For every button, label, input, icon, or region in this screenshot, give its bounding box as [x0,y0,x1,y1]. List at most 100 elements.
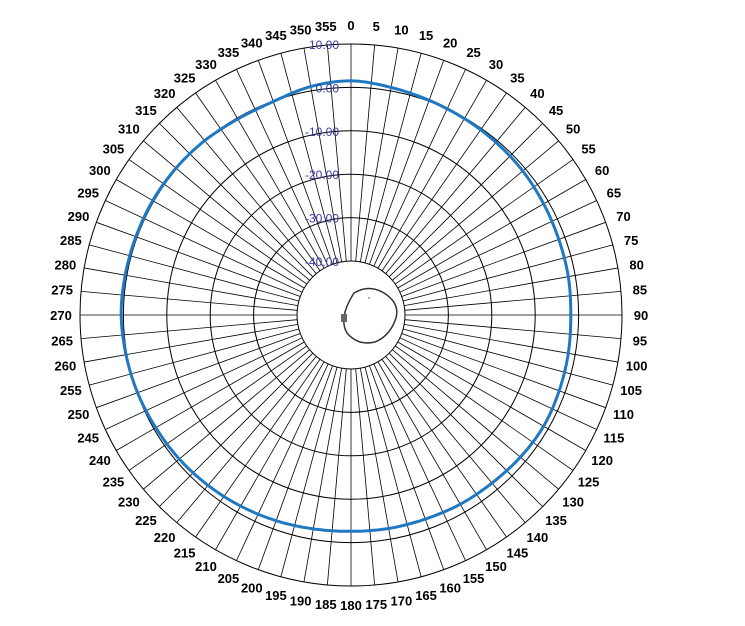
grid-spoke [128,159,307,285]
grid-spoke [364,367,422,577]
angle-tick-label: 345 [265,28,287,43]
angle-tick-label: 175 [365,597,387,612]
angle-tick-label: 45 [549,103,563,118]
angle-tick-label: 20 [443,35,457,50]
angle-tick-label: 165 [415,588,437,603]
angle-tick-label: 285 [60,233,82,248]
angle-tick-label: 230 [118,494,140,509]
grid-spoke [395,345,574,471]
angle-tick-label: 195 [265,588,287,603]
angle-tick-label: 235 [103,474,125,489]
grid-spoke [143,140,310,281]
grid-spoke [215,80,325,269]
grid-spoke [377,361,487,550]
angle-tick-label: 120 [591,453,613,468]
angle-tick-label: 255 [60,383,82,398]
grid-spoke [215,361,325,550]
angle-tick-label: 150 [485,559,507,574]
grid-spoke [381,359,507,538]
grid-spoke [80,319,298,340]
radial-tick-label: -30.00 [305,212,339,226]
grid-spoke [359,368,399,582]
grid-spoke [355,44,376,262]
angular-grid [80,44,622,586]
radial-tick-labels: 10.00 0.00 -10.00 -20.00 -30.00 -40.00 [305,38,339,269]
angle-tick-label: 110 [613,407,634,422]
angle-tick-label: 300 [89,163,111,178]
angle-tick-label: 335 [218,45,240,60]
grid-spoke [89,244,299,302]
grid-spoke [84,267,298,307]
grid-spoke [303,48,343,262]
angle-tick-label: 145 [506,546,528,561]
angle-tick-label: 65 [607,185,621,200]
grid-spoke [326,368,347,586]
grid-spoke [403,244,613,302]
grid-spoke [385,107,526,274]
grid-spoke [385,356,526,523]
grid-spoke [89,328,299,386]
angle-tick-label: 275 [51,283,73,298]
grid-spoke [404,290,622,311]
grid-spoke [303,368,343,582]
grid-spoke [236,69,329,267]
grid-spoke [257,365,333,570]
angle-tick-label: 220 [154,530,176,545]
grid-spoke [399,337,597,430]
grid-spoke [105,200,303,293]
grid-spoke [397,179,586,289]
angle-tick-label: 205 [218,571,240,586]
grid-spoke [401,221,606,297]
angle-tick-label: 10 [394,22,408,37]
angle-tick-label: 85 [633,283,647,298]
grid-spoke [404,319,622,340]
angle-tick-label: 305 [103,142,125,157]
angle-tick-label: 325 [174,70,196,85]
angle-tick-label: 80 [629,258,643,273]
angle-tick-label: 190 [290,594,312,609]
angle-tick-label: 90 [634,308,648,323]
angle-tick-label: 210 [195,559,217,574]
angle-tick-label: 155 [463,571,485,586]
grid-spoke [105,337,303,430]
grid-spoke [236,363,329,561]
angle-tick-label: 125 [578,474,600,489]
grid-spoke [364,53,422,263]
grid-spoke [397,341,586,451]
grid-spoke [195,92,321,271]
grid-spoke [388,352,543,507]
grid-spoke [143,349,310,490]
grid-spoke [377,80,487,269]
grid-spoke [128,345,307,471]
grid-spoke [392,349,559,490]
angle-tick-label: 265 [51,333,73,348]
grid-spoke [373,363,466,561]
series-layer [119,79,573,533]
angle-tick-label: 105 [620,383,642,398]
angle-tick-label: 240 [89,453,111,468]
angle-tick-label: 15 [419,28,433,43]
grid-spoke [401,333,606,409]
angle-tick-label: 200 [241,581,263,596]
grid-spoke [404,323,618,363]
grid-spoke [176,107,317,274]
angle-tick-label: 330 [195,57,217,72]
grid-spoke [80,290,298,311]
angle-tick-label: 290 [68,209,90,224]
angle-tick-label: 280 [55,258,77,273]
angle-tick-label: 350 [290,22,312,37]
grid-spoke [388,123,543,278]
angle-tick-label: 215 [174,546,196,561]
angle-tick-label: 270 [50,308,72,323]
angle-tick-label: 180 [340,598,362,613]
angle-tick-label: 130 [562,494,584,509]
angle-tick-label: 70 [616,209,630,224]
angle-tick-label: 5 [373,19,380,34]
angle-tick-label: 225 [135,513,157,528]
angle-tick-label: 55 [581,142,595,157]
grid-spoke [381,92,507,271]
grid-spoke [257,60,333,265]
access-point-device-icon [341,287,398,344]
grid-spoke [355,368,376,586]
